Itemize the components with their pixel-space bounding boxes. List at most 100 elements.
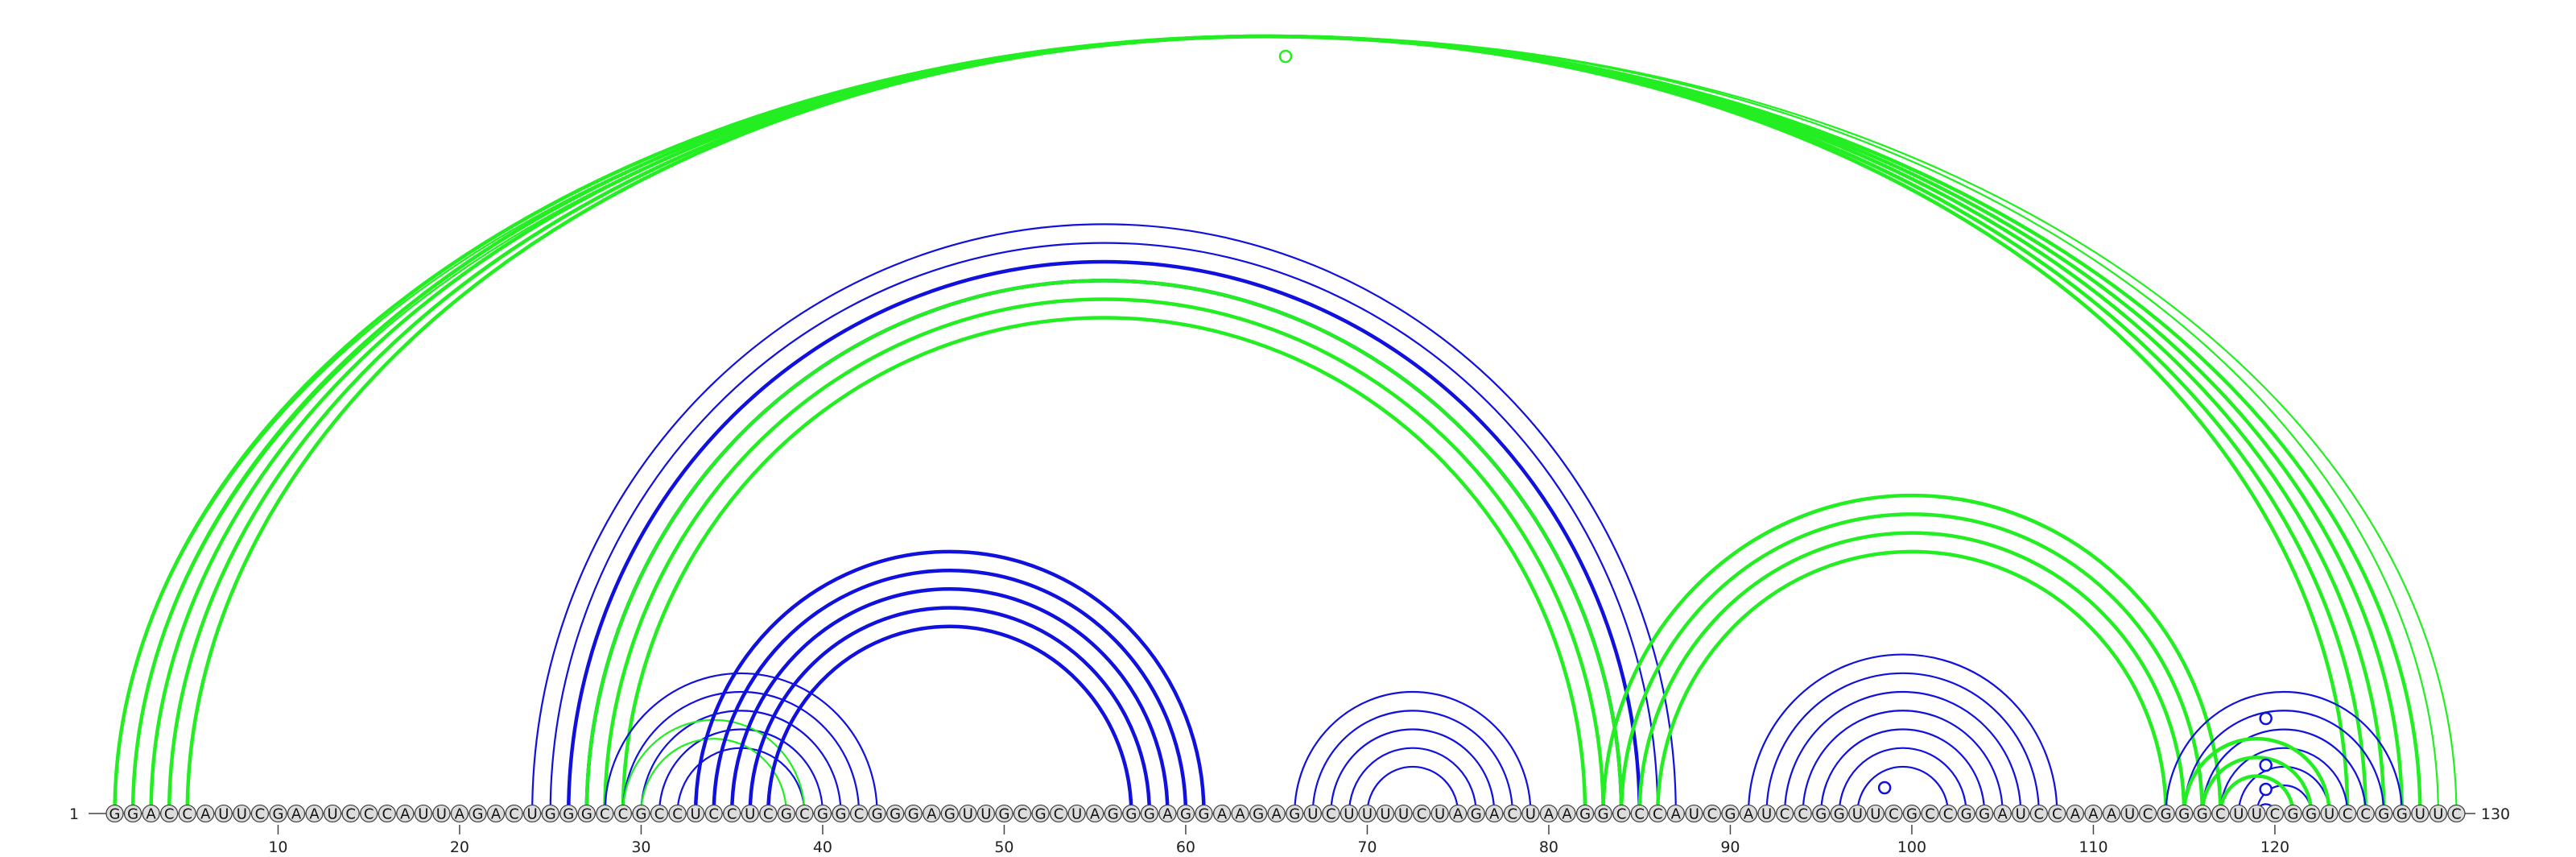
- nucleotide: A: [2084, 804, 2103, 823]
- nucleotide-circle: [2157, 804, 2175, 823]
- nucleotide: C: [1412, 804, 1431, 823]
- nucleotide-circle: [523, 804, 542, 823]
- position-tick-label: 40: [813, 838, 832, 856]
- nucleotide: C: [704, 804, 723, 823]
- nucleotide-circle: [378, 804, 396, 823]
- end-label: 130: [2481, 805, 2510, 823]
- base-pair-arc: [748, 606, 1152, 814]
- nucleotide-letter: A: [2070, 806, 2081, 823]
- base-pair-arc: [169, 36, 2366, 814]
- nucleotide: A: [1539, 804, 1558, 823]
- nucleotide: G: [632, 804, 650, 823]
- nucleotide: G: [1902, 804, 1922, 823]
- nucleotide: U: [2320, 804, 2339, 823]
- nucleotide: U: [1358, 804, 1377, 823]
- nucleotide-circle: [2229, 804, 2248, 823]
- nucleotide-circle: [1666, 804, 1685, 823]
- nucleotide: G: [1104, 804, 1122, 823]
- nucleotide-circle: [1049, 804, 1068, 823]
- nucleotide-letter: U: [745, 806, 755, 823]
- nucleotide: G: [1195, 804, 1213, 823]
- position-tick-label: 120: [2260, 838, 2289, 856]
- nucleotide: G: [2375, 804, 2393, 823]
- nucleotide: G: [1594, 804, 1612, 823]
- base-pair-arc: [2200, 756, 2314, 814]
- position-tick-label: 10: [268, 838, 287, 856]
- nucleotide: C: [2211, 804, 2230, 823]
- nucleotide-letter: G: [836, 806, 847, 823]
- nucleotide: A: [1485, 804, 1504, 823]
- nucleotide: G: [269, 804, 287, 823]
- base-pair-arc: [1802, 710, 2004, 814]
- position-tick-label: 100: [1897, 838, 1926, 856]
- nucleotide-letter: G: [272, 806, 283, 823]
- nucleotide: G: [559, 804, 578, 823]
- nucleotide: G: [1122, 804, 1141, 823]
- nucleotide-letter: G: [872, 806, 883, 823]
- nucleotide-circle: [2029, 804, 2048, 823]
- nucleotide: C: [596, 804, 614, 823]
- nucleotide-letter: C: [1798, 806, 1808, 823]
- nucleotide-circle: [1176, 804, 1195, 823]
- nucleotide-letter: C: [164, 806, 175, 823]
- base-pair-arc: [584, 278, 1624, 814]
- base-pair-arc: [549, 242, 1659, 814]
- nucleotide-letter: C: [1326, 806, 1336, 823]
- nucleotide-circle: [1630, 804, 1649, 823]
- nucleotide-circle: [105, 804, 124, 823]
- nucleotide-circle: [759, 804, 778, 823]
- nucleotide: C: [668, 804, 687, 823]
- nucleotide: A: [1558, 804, 1576, 823]
- nucleotide-letter: U: [2124, 806, 2135, 823]
- nucleotide-letter: G: [563, 806, 574, 823]
- nucleotide-circle: [2265, 804, 2285, 823]
- nucleotide-letter: U: [691, 806, 701, 823]
- nucleotide: C: [1794, 804, 1812, 823]
- nucleotide: U: [1521, 804, 1540, 823]
- nucleotide: A: [1158, 804, 1177, 823]
- nucleotide-circle: [1938, 804, 1958, 823]
- base-pair-arc: [2183, 710, 2385, 814]
- nucleotide-letter: G: [1125, 806, 1137, 823]
- nucleotide: G: [904, 804, 923, 823]
- nucleotide-circle: [2066, 804, 2085, 823]
- nucleotide: U: [1303, 804, 1322, 823]
- nucleotide-circle: [142, 804, 160, 823]
- nucleotide-circle: [868, 804, 886, 823]
- nucleotide-letter: A: [1162, 806, 1173, 823]
- nucleotide: C: [1775, 804, 1794, 823]
- ticks-layer: 10 20 30 40 50 60 70 80 90 100 110 120: [268, 825, 2289, 856]
- nucleotide-letter: G: [2306, 806, 2317, 823]
- nucleotide-letter: U: [1525, 806, 1536, 823]
- nucleotide-circle: [1212, 804, 1232, 823]
- nucleotide-circle: [1467, 804, 1485, 823]
- nucleotide-letter: G: [581, 806, 592, 823]
- nucleotide-letter: A: [146, 806, 156, 823]
- nucleotide: U: [1866, 804, 1885, 823]
- nucleotide-letter: U: [1362, 806, 1373, 823]
- nucleotide: G: [2157, 804, 2175, 823]
- nucleotide: C: [2029, 804, 2048, 823]
- nucleotide-circle: [2284, 804, 2302, 823]
- nucleotide: C: [2447, 804, 2466, 823]
- position-tick-label: 50: [994, 838, 1013, 856]
- nucleotide: G: [1830, 804, 1848, 823]
- nucleotide-letter: C: [1018, 806, 1028, 823]
- nucleotide-letter: A: [1090, 806, 1100, 823]
- base-pair-arc: [114, 35, 2458, 814]
- nucleotide: G: [1140, 804, 1158, 823]
- nucleotide: C: [360, 804, 378, 823]
- nucleotide: C: [1013, 804, 1032, 823]
- nucleotide: U: [1757, 804, 1776, 823]
- nucleotide-letter: G: [1035, 806, 1046, 823]
- nucleotide-circle: [1267, 804, 1286, 823]
- nucleotide-circle: [995, 804, 1013, 823]
- base-pair-arc: [621, 691, 861, 814]
- nucleotide-letter: A: [200, 806, 211, 823]
- nucleotide: C: [2265, 804, 2285, 823]
- nucleotide: C: [1938, 804, 1958, 823]
- base-pair-arc: [1601, 493, 2223, 814]
- nucleotide-letter: A: [1235, 806, 1245, 823]
- nucleotide-letter: U: [2233, 806, 2244, 823]
